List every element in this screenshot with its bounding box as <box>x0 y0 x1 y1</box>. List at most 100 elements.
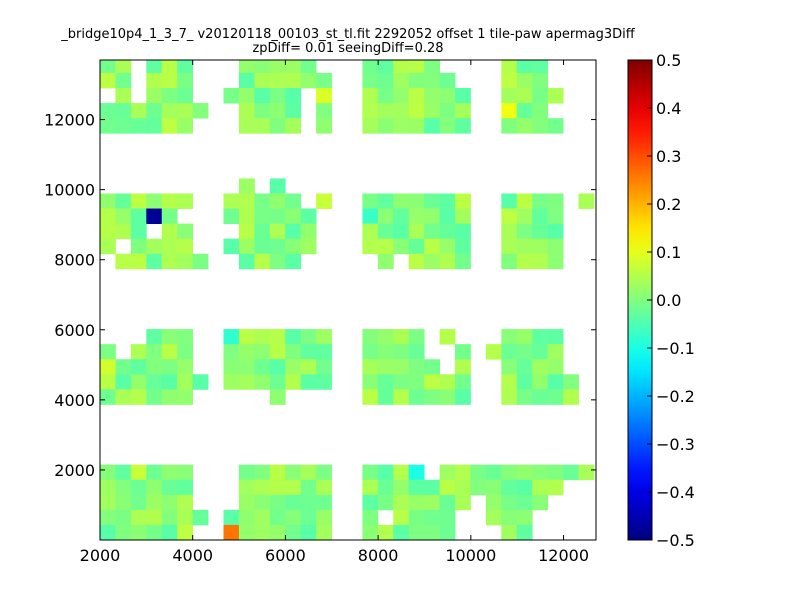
heatmap-cell <box>146 329 163 345</box>
heatmap-cell <box>285 238 302 255</box>
heatmap-cell <box>238 494 255 511</box>
x-tick-label: 4000 <box>172 546 213 565</box>
heatmap-cell <box>269 374 286 390</box>
heatmap-cell <box>408 253 425 270</box>
heatmap-cell <box>100 524 116 541</box>
heatmap-cell <box>269 223 286 240</box>
heatmap-cell <box>516 88 533 104</box>
heatmap-cell <box>439 389 456 405</box>
heatmap-cell <box>161 60 178 74</box>
heatmap-cell <box>439 238 456 255</box>
heatmap-cell <box>300 359 317 375</box>
heatmap-cell <box>501 238 518 255</box>
heatmap-cell <box>501 344 518 360</box>
heatmap-cell <box>316 88 332 104</box>
heatmap-cell <box>254 494 271 511</box>
colorbar-tick-label: −0.3 <box>656 435 695 454</box>
heatmap-cell <box>146 118 163 134</box>
heatmap-cell <box>455 374 471 390</box>
heatmap-cell <box>393 60 410 74</box>
heatmap-cell <box>485 464 502 481</box>
heatmap-cell <box>238 103 255 119</box>
heatmap-cell <box>285 479 302 496</box>
heatmap-cell <box>424 60 440 74</box>
heatmap-cell <box>455 359 471 375</box>
heatmap-cell <box>547 238 564 255</box>
heatmap-cell <box>377 479 394 496</box>
heatmap-cell <box>547 253 564 270</box>
heatmap-cell <box>115 72 132 89</box>
heatmap-cell <box>455 344 471 360</box>
heatmap-cell <box>516 464 533 481</box>
heatmap-cell <box>362 389 379 405</box>
heatmap-cell <box>501 103 518 119</box>
heatmap-cell <box>455 88 471 104</box>
heatmap-cell <box>177 464 194 481</box>
heatmap-cell <box>424 103 440 119</box>
heatmap-cell <box>115 524 132 541</box>
heatmap-cell <box>563 464 579 481</box>
heatmap-cell <box>115 88 132 104</box>
heatmap-cell <box>300 208 317 225</box>
heatmap-cell <box>115 389 132 405</box>
heatmap-cell <box>238 178 255 194</box>
heatmap-cell <box>424 72 440 89</box>
heatmap-cell <box>532 344 549 360</box>
heatmap-cell <box>362 374 379 390</box>
heatmap-cell <box>439 494 456 511</box>
heatmap-cell <box>578 193 595 209</box>
heatmap-cell <box>130 208 147 225</box>
heatmap-cell <box>532 253 549 270</box>
heatmap-cell <box>424 208 440 225</box>
heatmap-cell <box>362 524 379 541</box>
heatmap-cell <box>532 72 549 89</box>
heatmap-cell <box>177 72 194 89</box>
heatmap-cell <box>408 223 425 240</box>
heatmap-cell <box>455 193 471 209</box>
heatmap-cell <box>177 494 194 511</box>
x-tick-label: 12000 <box>538 546 589 565</box>
y-tick-label: 2000 <box>54 461 95 480</box>
heatmap-cell <box>455 389 471 405</box>
y-tick-label: 12000 <box>44 111 95 130</box>
heatmap-cell <box>130 464 147 481</box>
heatmap-cell <box>254 193 271 209</box>
heatmap-cell <box>285 374 302 390</box>
heatmap-cell <box>269 494 286 511</box>
heatmap-cell <box>393 118 410 134</box>
heatmap-cell <box>130 193 147 209</box>
heatmap-cell <box>223 524 240 541</box>
heatmap-cell <box>362 359 379 375</box>
heatmap-cell <box>100 60 116 74</box>
heatmap-cell <box>192 509 209 526</box>
heatmap-cell <box>424 374 440 390</box>
heatmap-cell <box>408 509 425 526</box>
heatmap-cell <box>254 329 271 345</box>
heatmap-cell <box>408 479 425 496</box>
heatmap-cell <box>254 88 271 104</box>
heatmap-cell <box>254 524 271 541</box>
heatmap-cell <box>300 524 317 541</box>
heatmap-cell <box>254 60 271 74</box>
heatmap-cell <box>238 374 255 390</box>
heatmap-cell <box>377 464 394 481</box>
heatmap-cell <box>439 193 456 209</box>
heatmap-cell <box>362 118 379 134</box>
heatmap-cell <box>115 494 132 511</box>
heatmap-cell <box>393 524 410 541</box>
heatmap-cell <box>300 464 317 481</box>
heatmap-cell <box>439 479 456 496</box>
heatmap-cell <box>563 374 579 390</box>
heatmap-cell <box>115 223 132 240</box>
heatmap-cell <box>532 60 549 74</box>
heatmap-cell <box>269 88 286 104</box>
heatmap-cell <box>269 238 286 255</box>
heatmap-cell <box>161 374 178 390</box>
y-tick-label: 6000 <box>54 321 95 340</box>
heatmap-cell <box>100 344 116 360</box>
heatmap-cell <box>516 329 533 345</box>
heatmap-cell <box>547 374 564 390</box>
heatmap-cell <box>501 359 518 375</box>
heatmap-cell <box>393 238 410 255</box>
heatmap-cell <box>146 193 163 209</box>
